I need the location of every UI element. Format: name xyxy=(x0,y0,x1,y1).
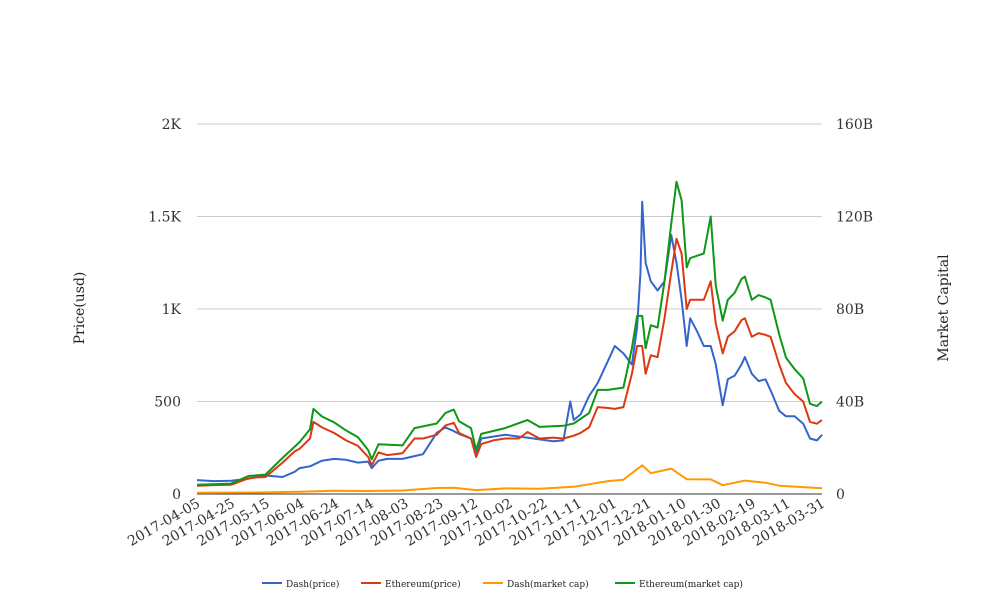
legend: Dash(price) Ethereum(price) Dash(market ca… xyxy=(262,579,743,590)
series-lines xyxy=(196,180,823,494)
legend-label: Ethereum(market cap) xyxy=(639,579,743,590)
y-tick-label-left: 1K xyxy=(162,302,182,318)
gridlines xyxy=(197,123,822,402)
series-line-3 xyxy=(196,180,823,486)
y-tick-label-left: 0 xyxy=(172,487,181,503)
y-tick-label-right: 0 xyxy=(836,487,845,503)
x-axis-ticks: 2017-04-052017-04-252017-05-152017-06-04… xyxy=(125,496,828,550)
legend-label: Dash(price) xyxy=(286,579,339,590)
left-axis-ticks: 0 500 1K 1.5K 2K xyxy=(148,117,181,503)
y-axis-title-left: Price(usd) xyxy=(72,272,88,345)
y-axis-title-right: Market Capital xyxy=(936,254,952,362)
series-line-2 xyxy=(196,464,823,494)
y-tick-label-right: 80B xyxy=(836,302,864,318)
series-line-0 xyxy=(196,200,823,483)
y-tick-label-left: 500 xyxy=(154,395,181,411)
legend-label: Ethereum(price) xyxy=(385,579,461,590)
y-tick-label-right: 40B xyxy=(836,395,864,411)
y-tick-label-right: 120B xyxy=(836,210,873,226)
y-tick-label-left: 2K xyxy=(162,117,182,133)
right-axis-ticks: 0 40B 80B 120B 160B xyxy=(836,117,873,503)
legend-label: Dash(market cap) xyxy=(507,579,589,590)
y-tick-label-left: 1.5K xyxy=(148,210,181,226)
y-tick-label-right: 160B xyxy=(836,117,873,133)
series-line-1 xyxy=(196,237,823,487)
